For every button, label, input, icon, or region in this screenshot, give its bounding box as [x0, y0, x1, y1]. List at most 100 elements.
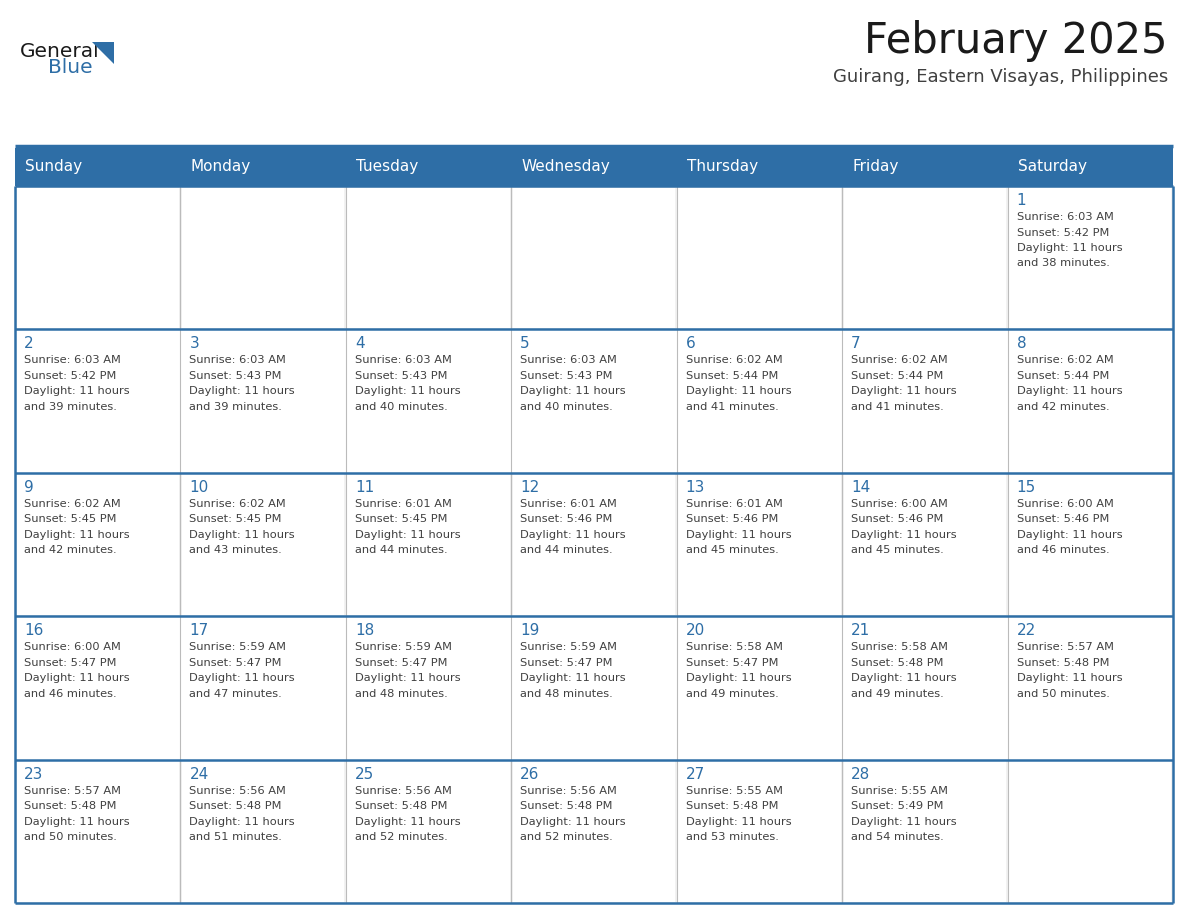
Text: Sunset: 5:43 PM: Sunset: 5:43 PM	[189, 371, 282, 381]
Text: Daylight: 11 hours: Daylight: 11 hours	[189, 673, 295, 683]
Bar	[182, 475, 345, 615]
Text: Sunrise: 6:00 AM: Sunrise: 6:00 AM	[24, 643, 121, 652]
Text: Sunrise: 5:56 AM: Sunrise: 5:56 AM	[355, 786, 451, 796]
Text: 15: 15	[1017, 480, 1036, 495]
Text: Sunset: 5:48 PM: Sunset: 5:48 PM	[1017, 657, 1110, 667]
Text: and 51 minutes.: and 51 minutes.	[189, 832, 283, 842]
Text: Sunset: 5:45 PM: Sunset: 5:45 PM	[24, 514, 116, 524]
Text: Daylight: 11 hours: Daylight: 11 hours	[24, 673, 129, 683]
Text: Daylight: 11 hours: Daylight: 11 hours	[520, 673, 626, 683]
Text: Saturday: Saturday	[1018, 160, 1087, 174]
Text: Daylight: 11 hours: Daylight: 11 hours	[24, 817, 129, 826]
Text: and 50 minutes.: and 50 minutes.	[1017, 688, 1110, 699]
Bar	[15, 473, 1173, 616]
Text: Sunset: 5:42 PM: Sunset: 5:42 PM	[24, 371, 116, 381]
Text: Daylight: 11 hours: Daylight: 11 hours	[520, 386, 626, 397]
Text: Sunrise: 5:56 AM: Sunrise: 5:56 AM	[520, 786, 617, 796]
Text: Sunrise: 6:02 AM: Sunrise: 6:02 AM	[1017, 355, 1113, 365]
Bar	[15, 148, 1173, 186]
Bar	[182, 761, 345, 901]
Text: Daylight: 11 hours: Daylight: 11 hours	[520, 530, 626, 540]
Text: and 45 minutes.: and 45 minutes.	[685, 545, 778, 555]
Text: 14: 14	[851, 480, 871, 495]
Text: Sunset: 5:48 PM: Sunset: 5:48 PM	[685, 801, 778, 812]
Bar	[678, 475, 841, 615]
Text: and 49 minutes.: and 49 minutes.	[685, 688, 778, 699]
Text: 11: 11	[355, 480, 374, 495]
Text: 23: 23	[24, 767, 44, 781]
Text: Sunset: 5:44 PM: Sunset: 5:44 PM	[851, 371, 943, 381]
Text: Daylight: 11 hours: Daylight: 11 hours	[189, 530, 295, 540]
Bar	[843, 187, 1006, 328]
Text: and 54 minutes.: and 54 minutes.	[851, 832, 944, 842]
Bar	[678, 330, 841, 471]
Text: Sunrise: 6:00 AM: Sunrise: 6:00 AM	[1017, 498, 1113, 509]
Text: 12: 12	[520, 480, 539, 495]
Text: Sunset: 5:44 PM: Sunset: 5:44 PM	[685, 371, 778, 381]
Text: Daylight: 11 hours: Daylight: 11 hours	[685, 530, 791, 540]
Text: Sunrise: 6:03 AM: Sunrise: 6:03 AM	[24, 355, 121, 365]
Text: 27: 27	[685, 767, 704, 781]
Text: Sunset: 5:44 PM: Sunset: 5:44 PM	[1017, 371, 1108, 381]
Text: Sunrise: 6:03 AM: Sunrise: 6:03 AM	[1017, 212, 1113, 222]
Text: Sunrise: 5:58 AM: Sunrise: 5:58 AM	[851, 643, 948, 652]
Text: Sunrise: 5:59 AM: Sunrise: 5:59 AM	[520, 643, 618, 652]
Text: Sunrise: 6:00 AM: Sunrise: 6:00 AM	[851, 498, 948, 509]
Text: Daylight: 11 hours: Daylight: 11 hours	[685, 817, 791, 826]
Text: Sunrise: 5:57 AM: Sunrise: 5:57 AM	[24, 786, 121, 796]
Bar	[513, 761, 675, 901]
Text: Sunset: 5:47 PM: Sunset: 5:47 PM	[520, 657, 613, 667]
Text: Sunrise: 6:02 AM: Sunrise: 6:02 AM	[24, 498, 121, 509]
Bar	[15, 330, 1173, 473]
Text: Sunset: 5:45 PM: Sunset: 5:45 PM	[189, 514, 282, 524]
Text: and 52 minutes.: and 52 minutes.	[520, 832, 613, 842]
Text: and 50 minutes.: and 50 minutes.	[24, 832, 116, 842]
Text: Sunrise: 5:59 AM: Sunrise: 5:59 AM	[355, 643, 451, 652]
Text: 13: 13	[685, 480, 706, 495]
Text: Sunrise: 6:02 AM: Sunrise: 6:02 AM	[851, 355, 948, 365]
Text: and 47 minutes.: and 47 minutes.	[189, 688, 283, 699]
Text: Sunset: 5:48 PM: Sunset: 5:48 PM	[520, 801, 613, 812]
Bar	[678, 187, 841, 328]
Text: 5: 5	[520, 336, 530, 352]
Text: 7: 7	[851, 336, 861, 352]
Text: 22: 22	[1017, 623, 1036, 638]
Text: 25: 25	[355, 767, 374, 781]
Text: 17: 17	[189, 623, 209, 638]
Text: 18: 18	[355, 623, 374, 638]
Text: Daylight: 11 hours: Daylight: 11 hours	[189, 817, 295, 826]
Text: 24: 24	[189, 767, 209, 781]
Text: Daylight: 11 hours: Daylight: 11 hours	[24, 386, 129, 397]
Text: General: General	[20, 42, 100, 61]
Text: Daylight: 11 hours: Daylight: 11 hours	[851, 817, 956, 826]
Text: Thursday: Thursday	[687, 160, 758, 174]
Text: Monday: Monday	[190, 160, 251, 174]
Text: Daylight: 11 hours: Daylight: 11 hours	[685, 673, 791, 683]
Text: Sunset: 5:45 PM: Sunset: 5:45 PM	[355, 514, 448, 524]
Polygon shape	[91, 42, 114, 64]
Bar	[1009, 761, 1171, 901]
Bar	[1009, 330, 1171, 471]
Text: and 52 minutes.: and 52 minutes.	[355, 832, 448, 842]
Bar	[182, 618, 345, 758]
Text: Sunset: 5:47 PM: Sunset: 5:47 PM	[685, 657, 778, 667]
Text: Sunset: 5:47 PM: Sunset: 5:47 PM	[24, 657, 116, 667]
Text: 28: 28	[851, 767, 871, 781]
Text: Daylight: 11 hours: Daylight: 11 hours	[851, 530, 956, 540]
Text: and 39 minutes.: and 39 minutes.	[189, 402, 283, 412]
Bar	[513, 187, 675, 328]
Text: Daylight: 11 hours: Daylight: 11 hours	[24, 530, 129, 540]
Bar	[347, 618, 510, 758]
Text: Daylight: 11 hours: Daylight: 11 hours	[355, 673, 461, 683]
Text: and 53 minutes.: and 53 minutes.	[685, 832, 778, 842]
Text: and 44 minutes.: and 44 minutes.	[355, 545, 448, 555]
Text: Sunday: Sunday	[25, 160, 82, 174]
Bar	[843, 618, 1006, 758]
Bar	[1009, 475, 1171, 615]
Bar	[513, 475, 675, 615]
Bar	[347, 187, 510, 328]
Text: Sunrise: 6:01 AM: Sunrise: 6:01 AM	[355, 498, 451, 509]
Bar	[17, 761, 179, 901]
Text: and 48 minutes.: and 48 minutes.	[355, 688, 448, 699]
Bar	[182, 187, 345, 328]
